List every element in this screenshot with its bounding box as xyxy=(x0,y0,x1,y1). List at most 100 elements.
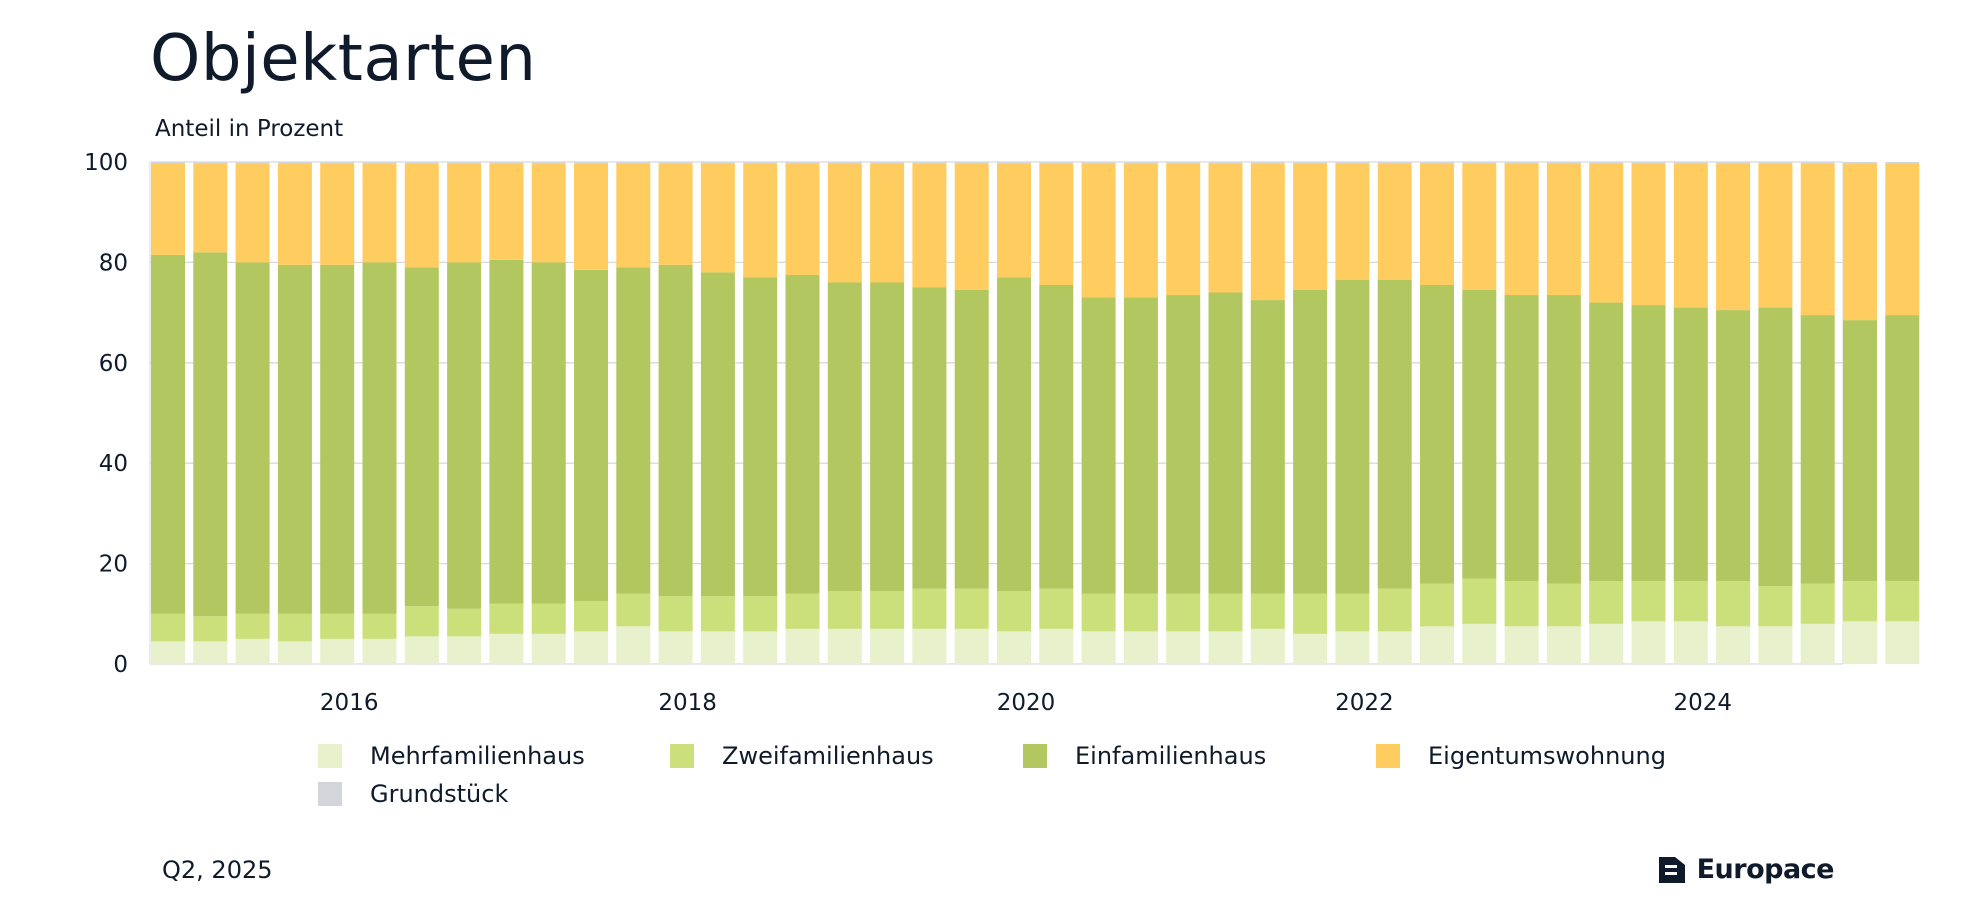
bar-segment-mehrfamilienhaus xyxy=(531,633,566,664)
brand-name: Europace xyxy=(1696,854,1835,885)
bar-segment-zweifamilienhaus xyxy=(912,588,947,629)
bar-segment-mehrfamilienhaus xyxy=(743,631,778,664)
bar-segment-grundstück xyxy=(151,162,185,164)
bar-segment-grundstück xyxy=(1631,162,1666,165)
bar-segment-zweifamilienhaus xyxy=(193,616,228,642)
bar-segment-einfamilienhaus xyxy=(362,262,397,614)
bar-segment-zweifamilienhaus xyxy=(743,596,778,632)
bar-segment-eigentumswohnung xyxy=(1293,164,1328,291)
bar-segment-einfamilienhaus xyxy=(1123,297,1158,594)
bar-segment-eigentumswohnung xyxy=(362,164,397,263)
grid-lines xyxy=(149,161,1844,665)
bar-segment-eigentumswohnung xyxy=(1208,164,1243,293)
legend-swatch xyxy=(670,744,694,768)
bar-segment-zweifamilienhaus xyxy=(616,593,651,627)
bar-segment-mehrfamilienhaus xyxy=(827,628,862,664)
bar-segment-einfamilienhaus xyxy=(235,262,270,614)
bar-segment-einfamilienhaus xyxy=(997,277,1031,592)
bar-segment-grundstück xyxy=(1716,162,1751,165)
bar-segment-einfamilienhaus xyxy=(1885,315,1920,582)
bar-segment-mehrfamilienhaus xyxy=(1631,621,1666,664)
bar-segment-eigentumswohnung xyxy=(954,164,989,291)
bar-segment-eigentumswohnung xyxy=(193,164,228,253)
bar-segment-eigentumswohnung xyxy=(870,164,905,283)
bar-segment-mehrfamilienhaus xyxy=(1123,631,1158,664)
bar-segment-grundstück xyxy=(277,162,312,164)
bar-segment-eigentumswohnung xyxy=(1420,164,1454,285)
bar-segment-mehrfamilienhaus xyxy=(1758,626,1793,664)
bar-segment-mehrfamilienhaus xyxy=(1589,623,1624,664)
bar-segment-eigentumswohnung xyxy=(489,164,524,260)
bar-segment-einfamilienhaus xyxy=(1208,292,1243,594)
bar-segment-mehrfamilienhaus xyxy=(1546,626,1581,664)
bar-segment-eigentumswohnung xyxy=(1081,164,1116,298)
bar-segment-mehrfamilienhaus xyxy=(489,633,524,664)
bar-segment-mehrfamilienhaus xyxy=(954,628,989,664)
bar-segment-grundstück xyxy=(827,162,862,165)
bar-segment-eigentumswohnung xyxy=(574,164,608,270)
bar-segment-grundstück xyxy=(1208,162,1243,165)
bar-segment-eigentumswohnung xyxy=(235,164,270,263)
bar-segment-einfamilienhaus xyxy=(1758,307,1793,587)
bar-segment-eigentumswohnung xyxy=(1335,164,1370,280)
legend-item: Zweifamilienhaus xyxy=(670,742,934,770)
bar-segment-mehrfamilienhaus xyxy=(1250,628,1285,664)
legend-label: Einfamilienhaus xyxy=(1075,742,1267,770)
y-tick-label: 100 xyxy=(84,150,128,176)
bar-segment-zweifamilienhaus xyxy=(1589,581,1624,624)
bar-segment-eigentumswohnung xyxy=(1716,164,1751,311)
bar-segment-eigentumswohnung xyxy=(1843,164,1877,321)
bar-segment-eigentumswohnung xyxy=(997,164,1031,278)
bar-segment-mehrfamilienhaus xyxy=(151,641,185,664)
bar-segment-einfamilienhaus xyxy=(1800,315,1835,584)
chart-title: Objektarten xyxy=(150,22,537,96)
bar-segment-zweifamilienhaus xyxy=(1377,588,1412,632)
x-tick-label: 2016 xyxy=(320,690,379,716)
bar-segment-eigentumswohnung xyxy=(1758,164,1793,308)
bar-segment-mehrfamilienhaus xyxy=(1081,631,1116,664)
bar-segment-grundstück xyxy=(489,162,524,165)
bar-segment-einfamilienhaus xyxy=(616,267,651,594)
bar-segment-mehrfamilienhaus xyxy=(1166,631,1201,664)
bar-segment-einfamilienhaus xyxy=(1673,307,1708,582)
legend-item: Eigentumswohnung xyxy=(1376,742,1666,770)
bar-segment-einfamilienhaus xyxy=(1462,290,1497,579)
bar-segment-einfamilienhaus xyxy=(1716,310,1751,582)
bar-segment-grundstück xyxy=(1250,162,1285,165)
bar-segment-mehrfamilienhaus xyxy=(1377,631,1412,664)
bar-segment-eigentumswohnung xyxy=(1504,164,1539,296)
bar-segment-mehrfamilienhaus xyxy=(1420,626,1454,664)
bar-segment-eigentumswohnung xyxy=(616,164,651,268)
bar-segment-grundstück xyxy=(1123,162,1158,165)
y-tick-label: 20 xyxy=(99,552,128,578)
bar-segment-mehrfamilienhaus xyxy=(785,628,820,664)
europace-logo-icon xyxy=(1658,856,1685,883)
bar-segment-einfamilienhaus xyxy=(1631,305,1666,582)
bar-segment-grundstück xyxy=(1335,162,1370,165)
bar-segment-einfamilienhaus xyxy=(1589,302,1624,582)
bar-segment-eigentumswohnung xyxy=(1462,164,1497,291)
bar-segment-eigentumswohnung xyxy=(447,164,482,263)
x-tick-label: 2022 xyxy=(1335,690,1394,716)
bar-segment-grundstück xyxy=(1039,162,1074,165)
bar-segment-eigentumswohnung xyxy=(1673,164,1708,308)
bar-segment-eigentumswohnung xyxy=(1166,164,1201,296)
bar-segment-mehrfamilienhaus xyxy=(1800,623,1835,664)
x-axis-ticks: 2016 2018 2020 2022 2024 xyxy=(320,690,1732,716)
bar-segment-zweifamilienhaus xyxy=(1885,581,1920,622)
bar-segment-einfamilienhaus xyxy=(320,264,355,614)
bar-segment-zweifamilienhaus xyxy=(1208,593,1243,632)
bar-segment-grundstück xyxy=(574,162,608,165)
legend-label: Grundstück xyxy=(370,780,509,808)
bar-segment-mehrfamilienhaus xyxy=(1673,621,1708,664)
bar-segment-einfamilienhaus xyxy=(193,252,228,617)
bar-segment-eigentumswohnung xyxy=(743,164,778,278)
bar-segment-eigentumswohnung xyxy=(1377,164,1412,280)
bar-segment-mehrfamilienhaus xyxy=(193,641,228,664)
bar-segment-grundstück xyxy=(447,162,482,165)
y-tick-label: 0 xyxy=(113,652,128,678)
bar-segment-eigentumswohnung xyxy=(1250,164,1285,301)
bar-segment-zweifamilienhaus xyxy=(1420,583,1454,627)
bar-segment-zweifamilienhaus xyxy=(954,588,989,629)
bar-segment-zweifamilienhaus xyxy=(489,603,524,634)
